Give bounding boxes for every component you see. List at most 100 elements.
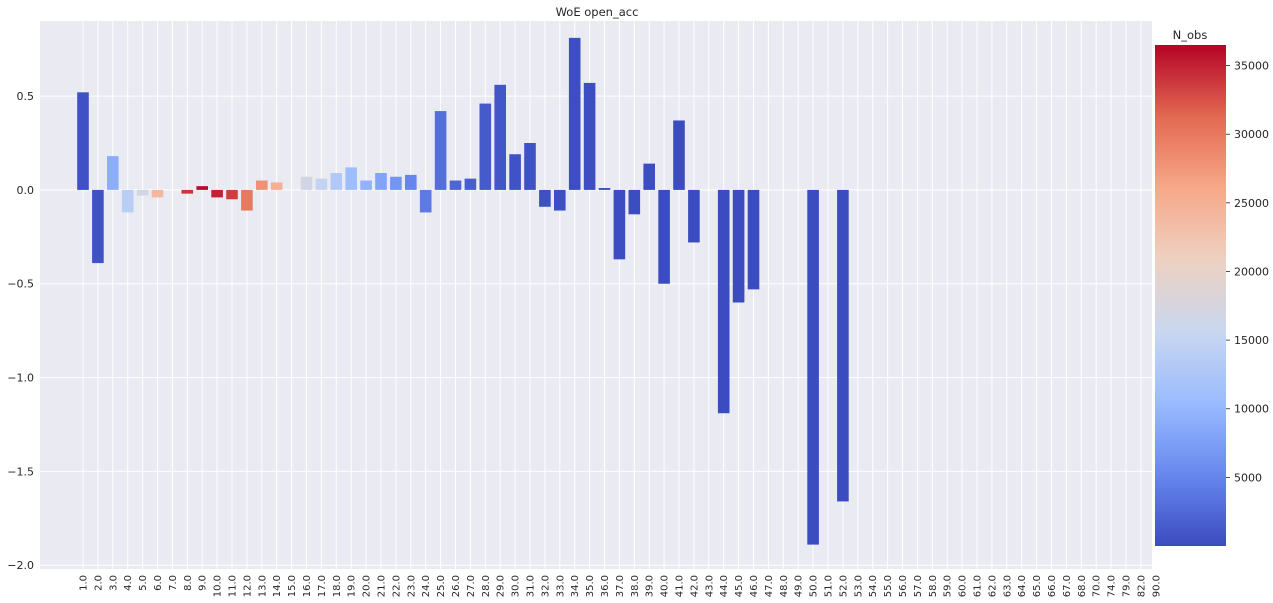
bar <box>628 189 641 215</box>
x-tick-label: 26.0 <box>451 575 462 597</box>
x-tick-label: 38.0 <box>630 575 641 597</box>
colorbar-tick-label: 35000 <box>1234 60 1269 73</box>
bar <box>256 180 268 190</box>
x-tick-label: 18.0 <box>332 575 343 597</box>
bar <box>673 120 685 190</box>
x-tick-label: 61.0 <box>973 575 984 597</box>
bar <box>434 111 447 190</box>
x-tick-label: 41.0 <box>675 575 686 597</box>
bar <box>405 174 417 190</box>
bars <box>77 37 849 545</box>
x-tick-label: 59.0 <box>943 575 954 597</box>
x-tick-label: 55.0 <box>883 575 894 597</box>
x-tick-label: 23.0 <box>406 575 417 597</box>
y-tick-labels: 0.5 0.0 −0.5 −1.0 −1.5 −2.0 <box>7 90 34 572</box>
x-tick-label: 28.0 <box>481 575 492 597</box>
bar <box>345 167 357 190</box>
x-gridlines <box>82 21 1157 569</box>
x-tick-label: 27.0 <box>466 575 477 597</box>
bar <box>241 189 253 211</box>
bar <box>747 189 760 290</box>
bar <box>568 37 581 190</box>
x-tick-label: 31.0 <box>526 575 537 597</box>
bar <box>375 173 387 190</box>
x-tick-label: 53.0 <box>853 575 864 597</box>
x-tick-label: 22.0 <box>391 575 402 597</box>
bar <box>449 180 462 190</box>
x-tick-label: 64.0 <box>1017 575 1028 597</box>
x-tick-label: 67.0 <box>1062 575 1073 597</box>
colorbar-ticks: 5000 10000 15000 20000 25000 30000 35000 <box>1226 60 1269 484</box>
x-tick-label: 7.0 <box>168 575 179 591</box>
bar <box>92 189 104 264</box>
y-gridlines <box>40 95 1152 566</box>
x-tick-label: 65.0 <box>1032 575 1043 597</box>
bar <box>226 189 238 200</box>
bar <box>330 173 343 190</box>
bar <box>151 189 164 198</box>
colorbar-tick-label: 25000 <box>1234 197 1269 210</box>
x-tick-label: 39.0 <box>645 575 656 597</box>
x-tick-label: 66.0 <box>1047 575 1058 597</box>
x-tick-label: 56.0 <box>898 575 909 597</box>
colorbar-tick-label: 15000 <box>1234 334 1269 347</box>
bar <box>464 178 477 190</box>
x-tick-label: 1.0 <box>79 575 90 591</box>
x-tick-label: 4.0 <box>123 575 134 591</box>
bar <box>837 189 849 502</box>
bar <box>77 92 89 190</box>
bar <box>688 189 700 243</box>
x-tick-label: 42.0 <box>689 575 700 597</box>
colorbar-tick-label: 5000 <box>1234 471 1262 484</box>
x-tick-label: 58.0 <box>928 575 939 597</box>
x-tick-label: 10.0 <box>213 575 224 597</box>
bar <box>315 178 328 190</box>
x-tick-label: 35.0 <box>585 575 596 597</box>
x-tick-label: 29.0 <box>496 575 507 597</box>
x-tick-label: 37.0 <box>615 575 626 597</box>
y-tick-label: 0.0 <box>17 184 35 197</box>
x-tick-label: 34.0 <box>570 575 581 597</box>
bar <box>643 163 655 190</box>
x-tick-label: 43.0 <box>704 575 715 597</box>
bar <box>717 189 730 414</box>
x-tick-label: 44.0 <box>719 575 730 597</box>
x-tick-label: 20.0 <box>362 575 373 597</box>
x-tick-label: 11.0 <box>228 575 239 597</box>
plot-area <box>40 21 1152 569</box>
x-tick-label: 62.0 <box>987 575 998 597</box>
bar <box>732 189 745 303</box>
colorbar-tick-label: 20000 <box>1234 265 1269 278</box>
bar <box>509 154 521 190</box>
bar <box>539 189 551 207</box>
y-tick-label: −1.0 <box>7 372 34 385</box>
x-tick-label: 63.0 <box>1002 575 1013 597</box>
x-tick-label: 51.0 <box>824 575 835 597</box>
x-tick-label: 45.0 <box>734 575 745 597</box>
x-tick-label: 57.0 <box>913 575 924 597</box>
bar <box>390 176 402 190</box>
x-tick-label: 52.0 <box>838 575 849 597</box>
x-tick-label: 33.0 <box>555 575 566 597</box>
x-tick-label: 82.0 <box>1136 575 1147 597</box>
x-tick-label: 36.0 <box>600 575 611 597</box>
bar <box>479 103 492 190</box>
x-tick-label: 47.0 <box>764 575 775 597</box>
x-tick-label: 2.0 <box>93 575 104 591</box>
x-tick-label: 5.0 <box>138 575 149 591</box>
x-tick-label: 74.0 <box>1107 575 1118 597</box>
bar <box>196 186 208 190</box>
x-tick-label: 25.0 <box>436 575 447 597</box>
x-tick-label: 60.0 <box>958 575 969 597</box>
colorbar-tick-label: 10000 <box>1234 403 1269 416</box>
bar <box>270 182 283 190</box>
x-tick-label: 17.0 <box>317 575 328 597</box>
x-tick-label: 21.0 <box>377 575 388 597</box>
bar <box>583 82 596 190</box>
x-tick-label: 79.0 <box>1122 575 1133 597</box>
x-tick-label: 32.0 <box>540 575 551 597</box>
x-tick-label: 14.0 <box>272 575 283 597</box>
bar <box>554 189 566 211</box>
x-tick-label: 16.0 <box>302 575 313 597</box>
